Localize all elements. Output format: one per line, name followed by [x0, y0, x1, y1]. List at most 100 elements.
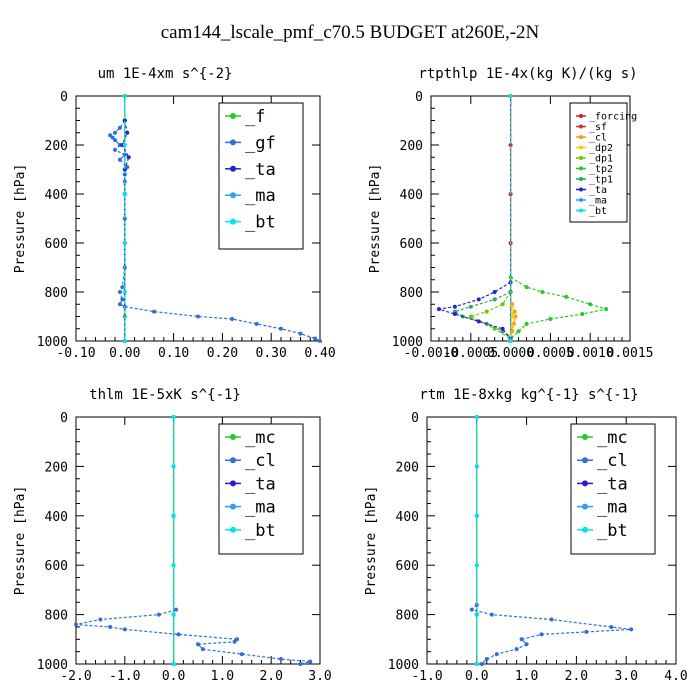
y-tick-label: 200	[396, 460, 419, 475]
data-point	[479, 662, 484, 666]
data-point	[629, 627, 634, 632]
legend-label: _bt	[597, 521, 628, 541]
data-point	[548, 316, 553, 321]
data-point	[474, 612, 479, 617]
legend-marker	[582, 434, 588, 440]
data-point	[122, 241, 127, 245]
y-tick-label: 0	[415, 90, 423, 105]
x-tick-label: 0.0015	[607, 346, 654, 361]
x-tick-label: 0.10	[158, 346, 189, 361]
data-point	[508, 94, 513, 98]
data-point	[196, 314, 200, 319]
y-tick-label: 600	[45, 559, 68, 574]
data-point	[254, 321, 259, 326]
data-point	[152, 309, 157, 314]
legend-box	[218, 102, 304, 250]
x-tick-label: 0.20	[207, 346, 238, 361]
legend-label: _bt	[589, 206, 607, 217]
series-line	[470, 604, 632, 665]
data-point	[564, 294, 569, 299]
series-bt	[508, 94, 513, 343]
series-line	[469, 291, 512, 340]
series-line	[453, 291, 512, 340]
data-point	[580, 312, 585, 317]
data-point	[120, 285, 125, 290]
y-tick-label: 400	[45, 510, 68, 525]
y-tick-label: 0	[60, 90, 68, 105]
data-point	[500, 326, 505, 331]
data-point	[113, 147, 118, 152]
series-tp2	[508, 275, 609, 341]
legend-item: _ma	[225, 498, 276, 518]
x-tick-label: 0.30	[256, 346, 287, 361]
series-cl	[74, 607, 313, 666]
legend-marker	[579, 124, 583, 129]
data-point	[512, 309, 517, 314]
legend-label: _gf	[245, 133, 276, 153]
data-point	[117, 157, 122, 162]
y-tick-label: 200	[400, 139, 423, 154]
legend-item: _cl	[225, 451, 276, 471]
y-tick-label: 400	[396, 510, 419, 525]
x-tick-label: 0.00	[109, 346, 140, 361]
data-point	[110, 135, 115, 140]
data-point	[452, 304, 457, 309]
y-tick-label: 200	[45, 139, 68, 154]
legend-item: _tp1	[576, 175, 613, 186]
legend-marker	[582, 457, 588, 464]
data-point	[122, 152, 127, 157]
data-point	[117, 302, 122, 307]
legend-marker	[230, 218, 236, 225]
x-tick-label: 3.0	[614, 669, 637, 684]
legend-item: _dp2	[576, 143, 613, 154]
data-point	[122, 627, 127, 632]
data-point	[508, 339, 513, 343]
y-tick-label: 600	[400, 237, 423, 252]
panel-2: rtpthlp 1E-4x(kg K)/(kg s) -0.0010-0.0005…	[368, 66, 653, 361]
x-tick-label: -1.0	[411, 669, 442, 684]
data-point	[604, 307, 609, 312]
data-point	[524, 285, 529, 290]
data-point	[174, 607, 179, 612]
series-line	[438, 281, 512, 339]
data-point	[117, 290, 122, 294]
legend-label: _mc	[597, 428, 628, 448]
x-tick-label: 0.0010	[567, 346, 614, 361]
data-point	[230, 316, 235, 321]
legend-label: _mc	[245, 428, 276, 448]
series-bt	[171, 415, 176, 666]
legend-item: _ma	[576, 196, 607, 207]
y-axis-label: Pressure [hPa]	[364, 486, 379, 596]
data-point	[239, 652, 244, 657]
series-bt	[122, 94, 127, 343]
data-point	[484, 309, 489, 314]
data-point	[120, 297, 125, 302]
data-point	[122, 118, 127, 123]
legend-marker	[579, 177, 583, 181]
legend-item: _sf	[576, 122, 607, 133]
legend-label: _sf	[589, 122, 607, 133]
legend-box	[569, 102, 628, 223]
x-tick-label: 2.0	[259, 669, 282, 684]
legend-marker	[579, 198, 583, 202]
data-point	[278, 326, 283, 331]
data-point	[171, 662, 176, 666]
legend-marker	[230, 526, 236, 533]
data-point	[122, 167, 127, 172]
data-point	[318, 339, 322, 343]
legend-marker	[579, 145, 583, 150]
legend: _mc _cl _ta _ma _bt	[570, 423, 656, 555]
y-tick-label: 400	[400, 188, 423, 203]
legend-item: _bt	[576, 206, 607, 217]
legend-label: _ta	[597, 474, 628, 494]
data-point	[510, 314, 515, 319]
x-tick-label: 0.0000	[487, 346, 534, 361]
legend-label: _tp2	[589, 164, 613, 175]
data-point	[122, 192, 127, 196]
data-point	[122, 143, 127, 147]
data-point	[126, 155, 131, 160]
legend-item: _ta	[577, 474, 628, 494]
data-point	[122, 339, 127, 343]
data-point	[125, 130, 130, 135]
